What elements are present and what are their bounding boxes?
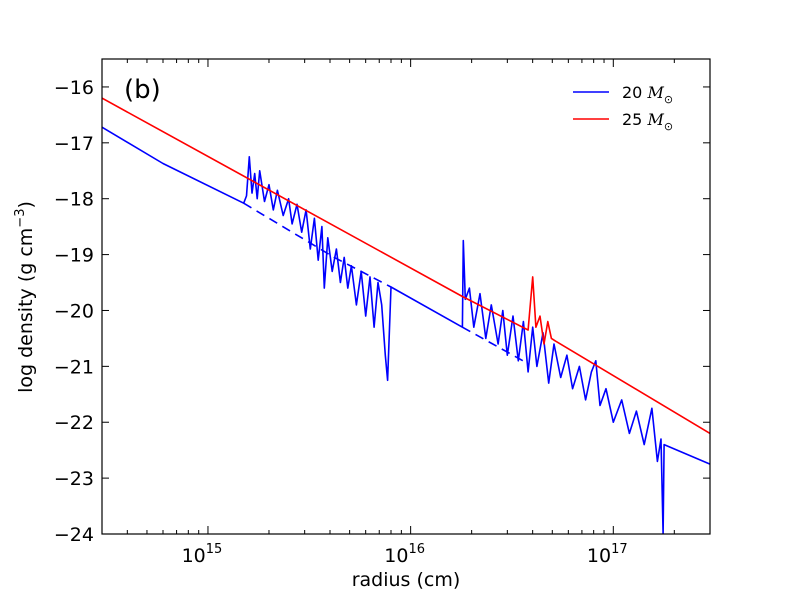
x-tick-label: 1015 [182,542,223,567]
legend-label-25-num: 25 [622,110,642,129]
x-tick-label: 1017 [587,542,628,567]
legend-label-25: 25 M⊙ [622,110,673,133]
ticks-layer: −16 −17 −18 −19 −20 −21 −22 −23 −24 1015 1016 1017 [54,59,711,567]
plot-frame [101,58,711,535]
legend: 20 M⊙ 25 M⊙ [573,83,673,133]
legend-label-20: 20 M⊙ [622,83,673,106]
y-tick-label: −17 [54,133,94,155]
y-axis-title-main: log density (g cm [15,228,37,393]
y-axis-title-sup: −3 [13,209,28,228]
series-line-1 [243,202,392,288]
legend-label-25-sym: M [646,110,664,129]
x-axis-title: radius (cm) [352,569,461,591]
y-axis-title: log density (g cm−3) [13,201,37,393]
legend-label-20-sym: M [646,83,664,102]
y-tick-label: −24 [54,524,94,546]
panel-label: (b) [124,75,161,105]
svg-text:log density (g cm−3): log density (g cm−3) [13,201,37,393]
legend-label-20-num: 20 [622,83,642,102]
series-line-3 [102,97,710,435]
x-tick-label: 1016 [384,542,425,567]
y-tick-label: −19 [54,245,94,267]
series-line-0 [102,126,710,534]
series-layer [102,97,710,534]
y-axis-title-close: ) [15,201,37,208]
y-tick-label: −16 [54,77,94,99]
y-tick-label: −18 [54,189,94,211]
legend-label-20-sub: ⊙ [664,93,673,106]
y-tick-label: −20 [54,300,94,322]
series-line-2 [462,326,529,365]
legend-label-25-sub: ⊙ [664,120,673,133]
y-tick-label: −21 [54,356,94,378]
y-tick-label: −22 [54,412,94,434]
y-tick-label: −23 [54,468,94,490]
